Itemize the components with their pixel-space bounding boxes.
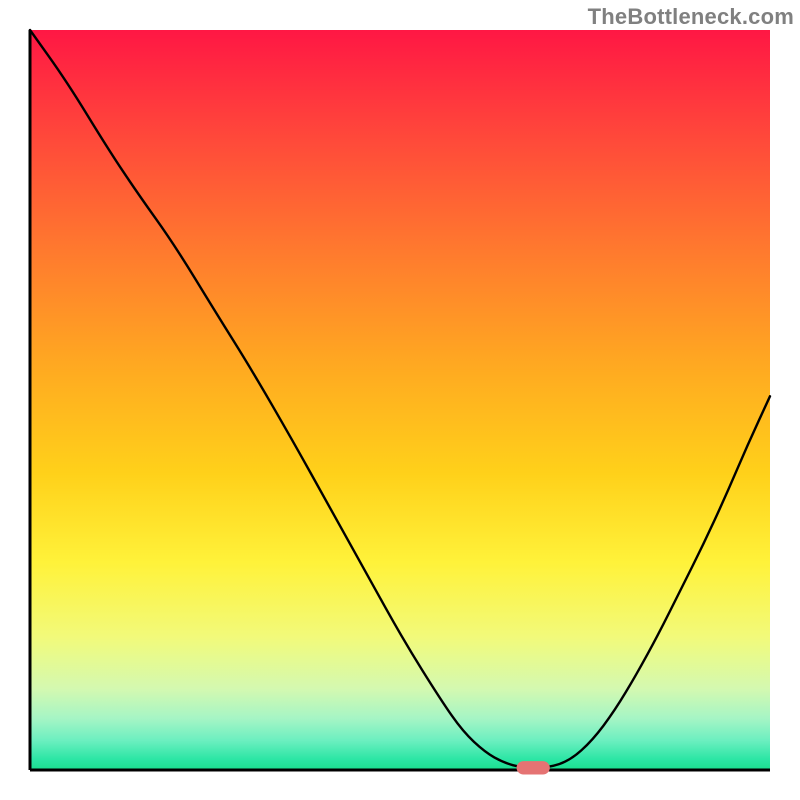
chart-svg	[0, 0, 800, 800]
chart-container: TheBottleneck.com	[0, 0, 800, 800]
watermark-text: TheBottleneck.com	[588, 4, 794, 30]
bottleneck-chart	[0, 0, 800, 800]
